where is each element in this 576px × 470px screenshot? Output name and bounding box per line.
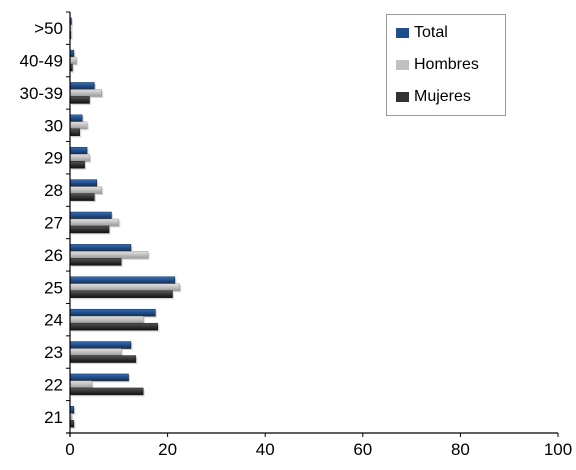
- y-tick-label: 26: [44, 246, 63, 265]
- legend-swatch-hombres: [396, 60, 409, 70]
- bars-layer: [69, 17, 182, 429]
- bar-total-23: [69, 341, 132, 349]
- y-tick-label: 29: [44, 149, 63, 168]
- bar-hombres-30_39: [69, 89, 102, 97]
- y-tick-label: 28: [44, 181, 63, 200]
- bar-mujeres-25: [69, 290, 173, 298]
- bar-hombres-22: [69, 380, 93, 389]
- bar-total-22: [69, 373, 129, 382]
- x-tick-label: 0: [65, 440, 74, 459]
- y-tick-label: 40-49: [20, 52, 63, 71]
- x-tick-label: 40: [256, 440, 275, 459]
- bar-mujeres-24: [69, 322, 159, 331]
- bar-hombres-24: [69, 315, 144, 324]
- y-tick-label: >50: [34, 19, 63, 38]
- legend-label-mujeres: Mujeres: [414, 88, 471, 105]
- x-tick-label: 20: [158, 440, 177, 459]
- bar-hombres-26: [69, 251, 149, 259]
- y-tick-label: 25: [44, 278, 63, 297]
- y-tick-label: 30-39: [20, 84, 63, 103]
- bar-hombres-40_49: [69, 56, 77, 65]
- bar-mujeres-27: [69, 225, 110, 234]
- bar-hombres-27: [69, 218, 119, 227]
- y-tick-label: 30: [44, 116, 63, 135]
- legend-swatch-mujeres: [396, 92, 409, 102]
- bar-total-29: [69, 147, 88, 155]
- bar-total-30: [69, 114, 83, 123]
- legend-item-total: Total: [396, 23, 448, 43]
- bar-mujeres-30_39: [69, 96, 90, 104]
- bar-mujeres-30: [69, 128, 80, 137]
- bar-hombres-28: [69, 186, 102, 194]
- bar-mujeres-28: [69, 193, 95, 201]
- legend-item-hombres: Hombres: [396, 55, 479, 75]
- legend: Total Hombres Mujeres: [386, 14, 506, 116]
- bar-total-30_39: [69, 82, 95, 90]
- bar-total-28: [69, 179, 98, 187]
- axes-layer: [66, 11, 559, 437]
- bar-mujeres-26: [69, 258, 122, 266]
- y-tick-label: 24: [44, 311, 63, 330]
- legend-item-mujeres: Mujeres: [396, 87, 471, 107]
- legend-label-hombres: Hombres: [414, 56, 479, 73]
- y-tick-label: 23: [44, 343, 63, 362]
- bar-mujeres-23: [69, 355, 137, 363]
- bar-total-25: [69, 276, 176, 284]
- bar-total-27: [69, 211, 112, 220]
- x-tick-label: 100: [544, 440, 572, 459]
- labels-layer: 21 22 23 24 25 26 27 28 29 30 30-39 40-49 >50 0 20 40 60…: [20, 19, 573, 459]
- bar-hombres-30: [69, 121, 88, 130]
- bar-mujeres-29: [69, 161, 85, 169]
- y-tick-label: 22: [44, 375, 63, 394]
- bar-hombres-25: [69, 283, 181, 291]
- y-tick-label: 21: [44, 408, 63, 427]
- bar-total-26: [69, 244, 132, 252]
- bar-total-24: [69, 308, 156, 317]
- bar-hombres-23: [69, 348, 122, 356]
- bar-hombres-29: [69, 154, 90, 162]
- y-tick-label: 27: [44, 214, 63, 233]
- x-tick-label: 80: [451, 440, 470, 459]
- bar-mujeres-22: [69, 387, 144, 396]
- legend-label-total: Total: [414, 24, 448, 41]
- x-tick-label: 60: [353, 440, 372, 459]
- legend-swatch-total: [396, 28, 409, 38]
